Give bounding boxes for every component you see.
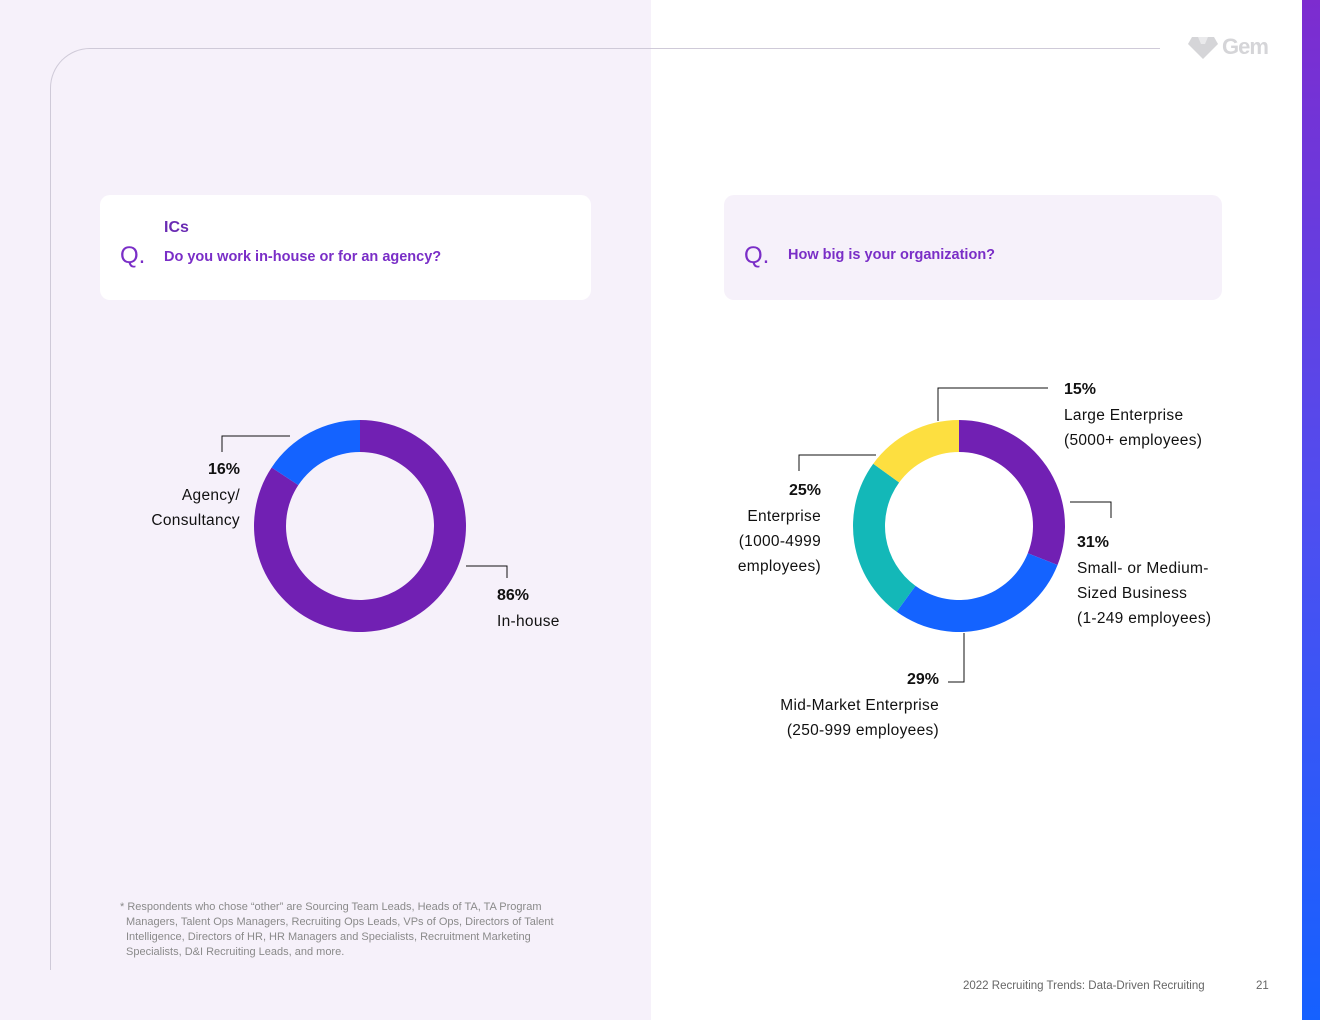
mid-market-pct-label: 29% <box>907 671 939 688</box>
question-mark-label: Q. <box>120 242 146 269</box>
organization-size-slice-1 <box>959 420 1065 566</box>
left-question-text: Do you work in-house or for an agency? <box>164 249 442 265</box>
right-question-text: How big is your organization? <box>788 247 996 263</box>
smb-pct-label: 31% <box>1077 534 1109 551</box>
mid-market-label-line-1: Mid-Market Enterprise <box>780 697 939 714</box>
footnote-line: Specialists, D&I Recruiting Leads, and m… <box>126 946 345 958</box>
enterprise-label-line-1: Enterprise <box>747 508 821 525</box>
smb-label-line-2: Sized Business <box>1077 585 1187 602</box>
leader-line-mid-market <box>948 633 965 683</box>
respondent-group-label: ICs <box>164 219 189 236</box>
large-enterprise-pct-label: 15% <box>1064 381 1096 398</box>
left-question-card: Q. ICs Do you work in-house or for an ag… <box>100 195 591 300</box>
leader-line-enterprise <box>798 454 876 471</box>
leader-line-agency <box>221 435 290 452</box>
organization-size-slice-2 <box>896 553 1058 632</box>
organization-size-slice-4 <box>873 420 959 483</box>
leader-line-large-enterprise <box>937 387 1048 421</box>
in-house-pct-label: 86% <box>497 587 529 604</box>
enterprise-pct-label: 25% <box>789 482 821 499</box>
footnote: * Respondents who chose “other” are Sour… <box>120 900 600 960</box>
work-location-slice-2 <box>271 420 360 486</box>
work-location-donut <box>253 420 467 633</box>
smb-label-line-3: (1-249 employees) <box>1077 610 1211 627</box>
right-edge-gradient-bar <box>1302 0 1320 1020</box>
footer-page-number: 21 <box>1256 980 1269 992</box>
agency-label-line-2: Consultancy <box>151 512 240 529</box>
footnote-line: * Respondents who chose “other” are Sour… <box>120 901 542 913</box>
mid-market-label-line-2: (250-999 employees) <box>787 722 939 739</box>
large-enterprise-label-line-1: Large Enterprise <box>1064 407 1183 424</box>
left-panel-background <box>0 0 651 1020</box>
agency-pct-label: 16% <box>208 461 240 478</box>
enterprise-label-line-3: employees) <box>738 558 821 575</box>
footnote-line: Managers, Talent Ops Managers, Recruitin… <box>126 916 554 928</box>
question-mark-label: Q. <box>744 242 770 269</box>
smb-label-line-1: Small- or Medium- <box>1077 560 1209 577</box>
in-house-label-line-1: In-house <box>497 613 560 630</box>
gem-logo: Gem <box>1188 34 1269 60</box>
organization-size-slice-3 <box>852 463 916 612</box>
footer-report-title: 2022 Recruiting Trends: Data-Driven Recr… <box>963 980 1205 992</box>
leader-line-smb <box>1070 501 1112 518</box>
large-enterprise-label-line-2: (5000+ employees) <box>1064 432 1202 449</box>
footnote-line: Intelligence, Directors of HR, HR Manage… <box>126 931 531 943</box>
gem-diamond-icon <box>1188 37 1218 59</box>
page-frame-line <box>50 48 1160 970</box>
logo-wordmark: Gem <box>1222 34 1269 59</box>
agency-label-line-1: Agency/ <box>182 487 240 504</box>
right-question-card: Q. How big is your organization? <box>724 195 1222 300</box>
leader-line-in-house <box>466 565 508 578</box>
work-location-slice-1 <box>253 420 467 633</box>
organization-size-donut <box>852 420 1065 632</box>
enterprise-label-line-2: (1000-4999 <box>739 533 821 550</box>
